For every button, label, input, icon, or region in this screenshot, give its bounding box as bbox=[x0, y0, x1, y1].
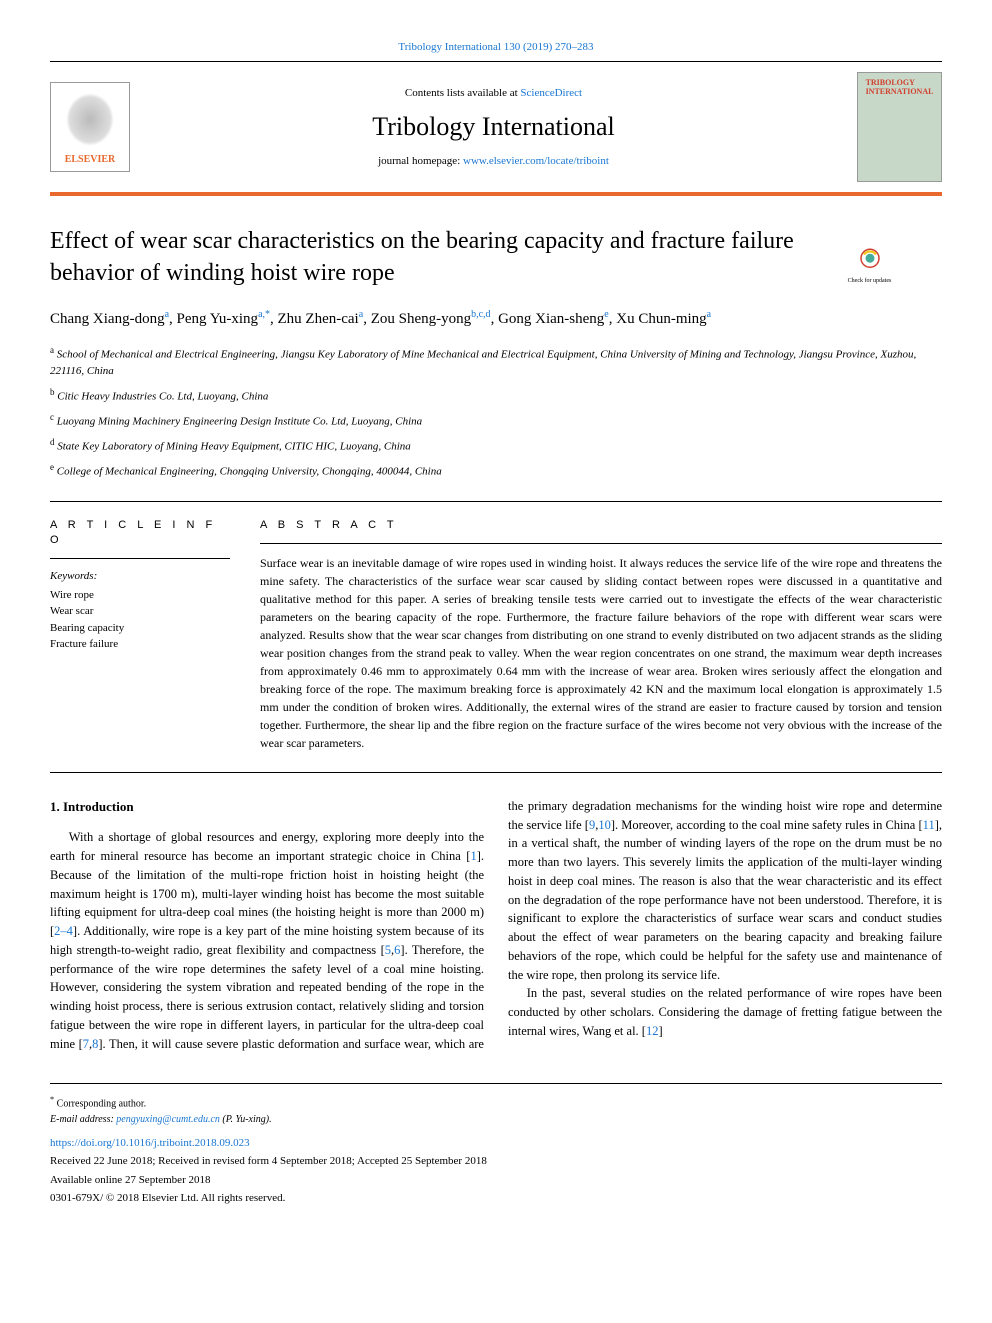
homepage-line: journal homepage: www.elsevier.com/locat… bbox=[130, 154, 857, 169]
contents-line: Contents lists available at ScienceDirec… bbox=[130, 86, 857, 101]
top-citation-link[interactable]: Tribology International 130 (2019) 270–2… bbox=[398, 41, 593, 53]
doi-link[interactable]: https://doi.org/10.1016/j.triboint.2018.… bbox=[50, 1137, 250, 1149]
affiliation: b Citic Heavy Industries Co. Ltd, Luoyan… bbox=[50, 386, 942, 405]
homepage-prefix: journal homepage: bbox=[378, 155, 463, 167]
journal-cover: TRIBOLOGY INTERNATIONAL bbox=[857, 72, 942, 182]
affiliation: d State Key Laboratory of Mining Heavy E… bbox=[50, 436, 942, 455]
abstract-text: Surface wear is an inevitable damage of … bbox=[260, 554, 942, 752]
divider bbox=[50, 558, 230, 559]
ref-10-link[interactable]: 10 bbox=[598, 818, 611, 832]
keyword-item: Wear scar bbox=[50, 603, 230, 620]
email-label: E-mail address: bbox=[50, 1114, 116, 1125]
intro-heading: 1. Introduction bbox=[50, 797, 484, 817]
intro-paragraph-2: In the past, several studies on the rela… bbox=[508, 984, 942, 1040]
divider bbox=[50, 772, 942, 773]
update-icon bbox=[855, 247, 885, 277]
divider bbox=[50, 501, 942, 502]
publisher-logo-text: ELSEVIER bbox=[65, 153, 116, 167]
ref-2-4-link[interactable]: 2–4 bbox=[54, 924, 73, 938]
cover-text-2: INTERNATIONAL bbox=[866, 88, 934, 97]
homepage-link[interactable]: www.elsevier.com/locate/triboint bbox=[463, 155, 609, 167]
journal-header: ELSEVIER Contents lists available at Sci… bbox=[50, 61, 942, 196]
email-link[interactable]: pengyuxing@cumt.edu.cn bbox=[116, 1114, 220, 1125]
publisher-logo: ELSEVIER bbox=[50, 82, 130, 172]
affiliation: a School of Mechanical and Electrical En… bbox=[50, 344, 942, 380]
ref-12-link[interactable]: 12 bbox=[646, 1024, 659, 1038]
corresponding-text: Corresponding author. bbox=[54, 1099, 146, 1110]
contents-prefix: Contents lists available at bbox=[405, 87, 520, 99]
footer: * Corresponding author. E-mail address: … bbox=[50, 1083, 942, 1206]
author-list: Chang Xiang-donga, Peng Yu-xinga,*, Zhu … bbox=[50, 307, 942, 331]
keyword-item: Fracture failure bbox=[50, 636, 230, 653]
email-name: (P. Yu-xing). bbox=[220, 1114, 272, 1125]
affiliation: e College of Mechanical Engineering, Cho… bbox=[50, 461, 942, 480]
update-badge-text: Check for updates bbox=[848, 277, 892, 285]
article-info-label: A R T I C L E I N F O bbox=[50, 518, 230, 549]
keywords-label: Keywords: bbox=[50, 569, 230, 584]
copyright: 0301-679X/ © 2018 Elsevier Ltd. All righ… bbox=[50, 1190, 942, 1207]
keyword-item: Wire rope bbox=[50, 587, 230, 604]
sciencedirect-link[interactable]: ScienceDirect bbox=[520, 87, 582, 99]
top-citation: Tribology International 130 (2019) 270–2… bbox=[50, 40, 942, 55]
keyword-item: Bearing capacity bbox=[50, 620, 230, 637]
divider bbox=[260, 543, 942, 544]
journal-name: Tribology International bbox=[130, 109, 857, 145]
article-title: Effect of wear scar characteristics on t… bbox=[50, 226, 942, 288]
check-updates-badge[interactable]: Check for updates bbox=[847, 241, 892, 291]
ref-11-link[interactable]: 11 bbox=[923, 818, 935, 832]
online-date: Available online 27 September 2018 bbox=[50, 1172, 942, 1189]
article-dates: Received 22 June 2018; Received in revis… bbox=[50, 1153, 942, 1170]
abstract-label: A B S T R A C T bbox=[260, 518, 942, 533]
affiliation: c Luoyang Mining Machinery Engineering D… bbox=[50, 411, 942, 430]
